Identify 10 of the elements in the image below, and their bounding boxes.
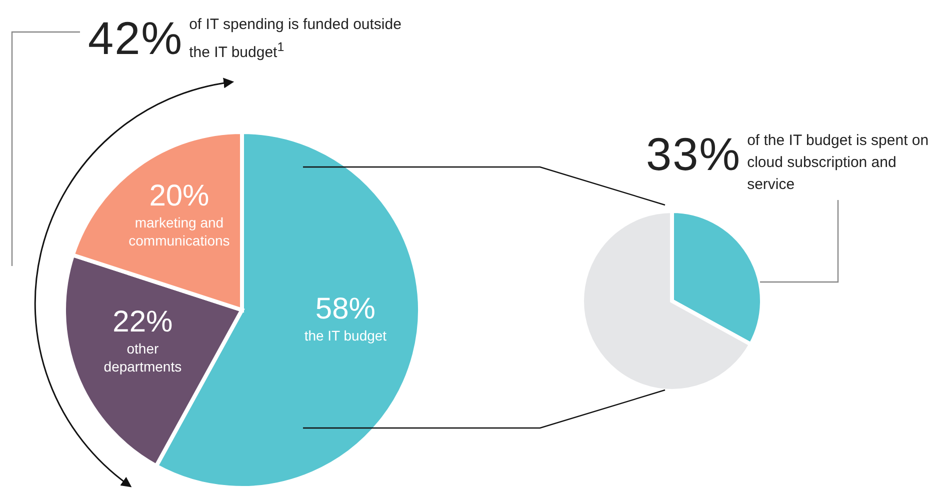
- text: 33%: [646, 128, 742, 180]
- slice-label: the IT budget: [304, 328, 387, 344]
- text: 42%: [88, 12, 184, 64]
- data-label: 22%: [112, 305, 173, 338]
- data-label: 58%: [315, 292, 376, 326]
- text: of IT spending is funded outside the IT budget$^{1}$: [189, 15, 402, 63]
- slice-label: other departments: [104, 340, 182, 374]
- slice-label: marketing and communications: [128, 214, 230, 249]
- data-label: 20%: [149, 180, 210, 213]
- text: of the IT budget is spent on cloud subscription and service: [747, 131, 930, 195]
